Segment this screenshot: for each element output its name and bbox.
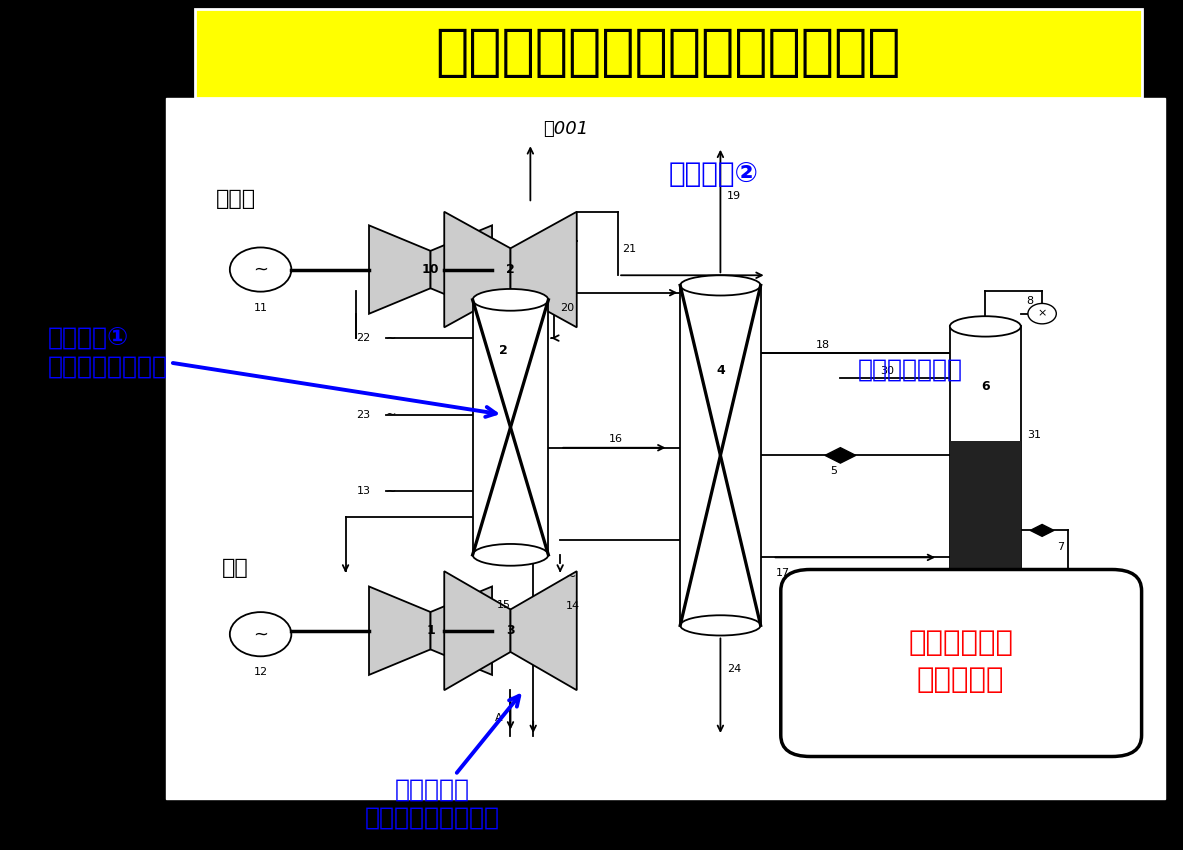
Text: 18: 18 [815,340,829,350]
Text: 3: 3 [506,624,515,638]
Text: 23: 23 [356,410,370,420]
Text: 22: 22 [356,333,370,343]
Text: 12: 12 [253,667,267,677]
FancyBboxPatch shape [195,8,1142,98]
Ellipse shape [680,275,761,296]
Text: 8: 8 [1027,296,1034,306]
Polygon shape [511,212,577,327]
Text: 7: 7 [1058,542,1065,552]
Bar [950,440,1021,598]
Circle shape [230,247,291,292]
Bar [473,300,549,555]
Text: A: A [494,713,503,723]
Text: ~: ~ [567,570,576,583]
Polygon shape [369,225,431,314]
Polygon shape [445,571,511,690]
Circle shape [1028,303,1056,324]
Polygon shape [825,448,855,463]
Text: 17: 17 [775,568,789,578]
Polygon shape [445,212,511,327]
FancyBboxPatch shape [781,570,1142,756]
Text: 13: 13 [356,486,370,496]
Text: ~: ~ [253,261,269,279]
Text: 5: 5 [830,466,836,476]
Text: ~: ~ [253,626,269,643]
Text: 2: 2 [506,263,515,276]
Polygon shape [431,225,492,314]
Text: 24: 24 [728,664,742,674]
Text: 19: 19 [726,191,741,201]
Text: 熱交換器①
（圧縮熱を蓄積）: 熱交換器① （圧縮熱を蓄積） [47,327,496,416]
Text: ~: ~ [386,484,396,497]
Ellipse shape [473,544,549,566]
Text: ~: ~ [386,332,396,344]
Text: 11: 11 [253,303,267,313]
Polygon shape [511,571,577,690]
Polygon shape [431,586,492,675]
Bar [950,326,1021,598]
Text: 20: 20 [561,303,574,313]
FancyBboxPatch shape [166,98,1165,799]
Text: 10: 10 [422,263,439,276]
Text: 21: 21 [622,243,635,253]
Ellipse shape [473,289,549,311]
Text: 4: 4 [716,364,725,377]
Text: 30: 30 [880,366,894,377]
Text: 電機: 電機 [222,558,248,578]
Text: 超臨界空気による蓄電システム: 超臨界空気による蓄電システム [435,26,901,80]
Ellipse shape [950,316,1021,337]
Text: 16: 16 [608,434,622,445]
Text: 15: 15 [497,600,511,610]
Polygon shape [369,586,431,675]
Circle shape [230,612,291,656]
Text: 高圧圧縮機
（超臨界まで圧縮）: 高圧圧縮機 （超臨界まで圧縮） [364,696,519,830]
Text: 31: 31 [1027,430,1041,440]
Ellipse shape [680,615,761,636]
Ellipse shape [950,588,1021,609]
Text: 熱交換器②: 熱交換器② [668,161,758,188]
Text: 14: 14 [567,601,580,611]
Text: 超臨界状態の
空気を貯蔵: 超臨界状態の 空気を貯蔵 [909,629,1013,694]
Text: 低温貯蔵タンク: 低温貯蔵タンク [858,358,963,382]
Text: ~: ~ [386,408,396,421]
Bar [680,286,761,626]
Text: 2: 2 [498,344,508,357]
Text: 1: 1 [426,624,435,638]
Text: 工001: 工001 [543,121,588,139]
Polygon shape [1030,524,1054,536]
Text: 6: 6 [981,380,990,393]
Text: ×: × [1037,309,1047,319]
Text: 発電機: 発電機 [215,190,256,209]
